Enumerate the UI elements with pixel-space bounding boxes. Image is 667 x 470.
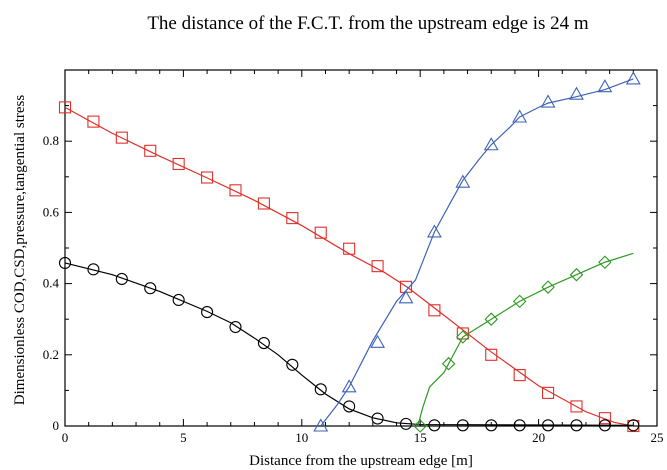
data-point (456, 419, 469, 432)
data-point (570, 400, 583, 413)
x-tick-label: 20 (532, 430, 545, 445)
data-point (172, 157, 185, 171)
data-point (625, 71, 641, 85)
data-point (484, 312, 499, 326)
y-tick-label: 0 (53, 418, 60, 433)
series-line (64, 262, 634, 426)
data-point (455, 174, 471, 188)
series-3 (313, 71, 641, 432)
series-layer (58, 71, 641, 433)
data-point (512, 294, 527, 309)
data-point (343, 400, 356, 413)
y-tick-label: 0.8 (43, 133, 59, 148)
y-axis-ticks: 0 0.2 0.4 0.6 0.8 (43, 105, 657, 433)
data-point (58, 256, 72, 270)
x-axis-ticks: 0 5 10 15 20 25 (62, 70, 664, 445)
data-point (399, 417, 413, 430)
data-point (314, 383, 327, 396)
data-point (341, 379, 357, 393)
data-point (570, 419, 583, 432)
data-point (483, 137, 499, 151)
x-tick-label: 25 (651, 430, 664, 445)
data-point (513, 419, 526, 432)
x-tick-label: 10 (295, 430, 308, 445)
data-point (286, 212, 299, 225)
data-point (144, 144, 157, 157)
data-point (115, 131, 128, 144)
data-point (569, 267, 584, 282)
series-line (320, 78, 634, 427)
data-point (513, 369, 526, 382)
data-point (229, 184, 242, 197)
x-tick-label: 5 (180, 430, 187, 445)
data-point (201, 306, 214, 319)
data-point (456, 330, 470, 344)
series-1 (58, 101, 640, 433)
data-point (598, 255, 612, 270)
data-point (115, 272, 128, 286)
data-point (87, 115, 100, 128)
data-point (314, 226, 327, 239)
data-point (441, 356, 456, 371)
data-point (413, 419, 427, 433)
y-tick-label: 0.6 (43, 204, 60, 219)
data-point (598, 412, 611, 425)
data-point (144, 282, 157, 295)
plot-frame (64, 69, 658, 427)
series-line (64, 106, 634, 427)
data-point (172, 293, 185, 307)
data-point (201, 171, 214, 184)
data-point (257, 197, 270, 210)
data-point (229, 320, 242, 334)
x-axis-label: Distance from the upstream edge [m] (249, 453, 473, 469)
data-point (542, 419, 555, 432)
x-tick-label: 0 (62, 430, 69, 445)
data-point (540, 94, 556, 108)
data-point (426, 224, 442, 238)
data-point (313, 418, 329, 432)
y-axis-label: Dimensionless COD,CSD,pressure,tangentia… (12, 95, 28, 406)
data-point (343, 242, 356, 255)
chart-title: The distance of the F.C.T. from the upst… (147, 13, 589, 34)
data-point (542, 386, 555, 399)
data-point (257, 337, 270, 350)
series-4 (413, 252, 634, 433)
data-point (485, 419, 498, 432)
data-point (485, 348, 498, 361)
data-point (371, 260, 384, 273)
data-point (428, 419, 441, 432)
data-point (428, 304, 441, 317)
data-point (87, 263, 100, 276)
series-line (417, 252, 634, 427)
series-2 (58, 256, 640, 432)
data-point (541, 280, 555, 294)
x-tick-label: 15 (414, 430, 427, 445)
data-point (627, 419, 640, 432)
data-point (370, 334, 386, 348)
data-point (398, 290, 414, 304)
y-tick-label: 0.2 (43, 347, 59, 362)
data-point (512, 109, 528, 123)
data-point (597, 79, 613, 93)
data-point (371, 412, 384, 425)
data-point (569, 86, 584, 100)
data-point (58, 101, 72, 114)
data-point (598, 419, 611, 432)
data-point (286, 358, 299, 371)
y-tick-label: 0.4 (43, 276, 60, 291)
